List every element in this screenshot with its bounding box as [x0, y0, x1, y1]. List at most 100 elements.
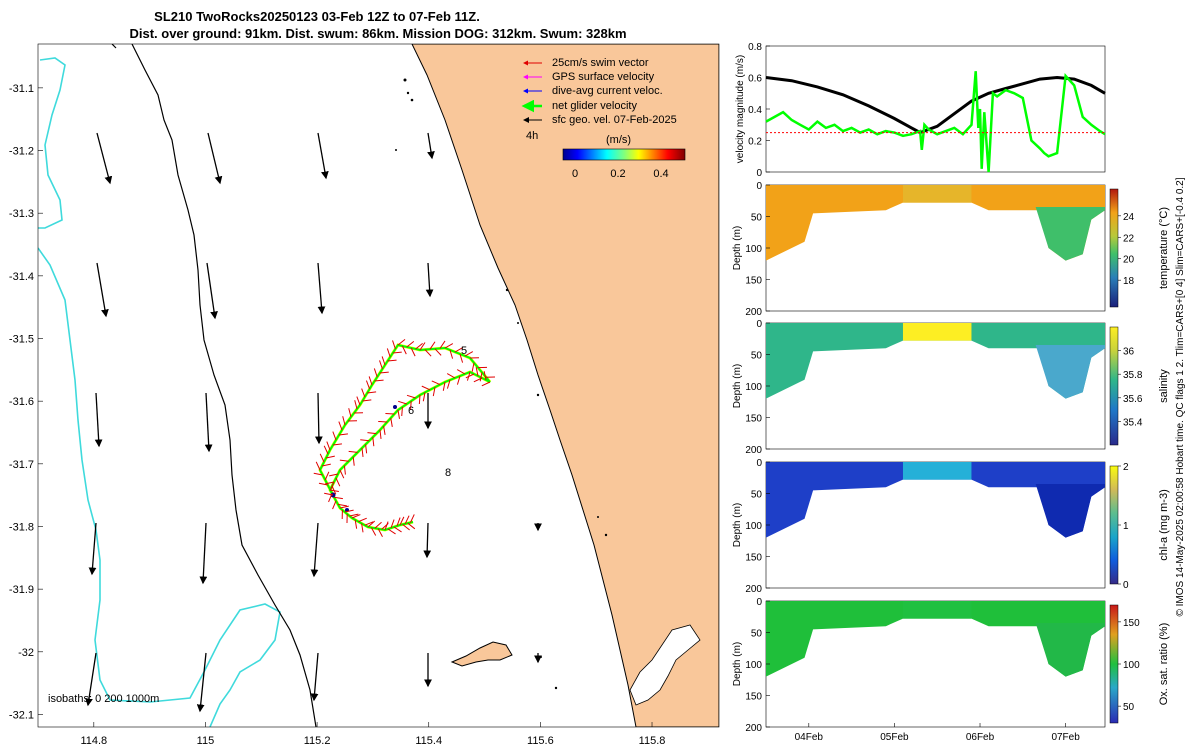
title-line-1: SL210 TwoRocks20250123 03-Feb 12Z to 07-… — [154, 9, 480, 24]
panel-colorbar — [1110, 605, 1118, 723]
y-tick-label: 150 — [745, 553, 762, 564]
map-panel: 5 6 8 25cm/s swim vector GPS surface vel… — [9, 44, 719, 747]
y-tick-label: 200 — [745, 584, 762, 595]
title-line-2: Dist. over ground: 91km. Dist. swum: 86k… — [129, 26, 626, 41]
x-tick-label: 115.4 — [415, 735, 442, 747]
day-label: 6 — [408, 405, 414, 417]
legend-interval: 4h — [526, 130, 538, 142]
colorbar-tick-label: 20 — [1123, 255, 1135, 266]
y-tick-label: 150 — [745, 692, 762, 703]
y-tick-label: -31.5 — [9, 334, 34, 346]
section-panels: 0 50 100 150 200 Depth (m) 18 20 22 24 temperature… — [732, 181, 1170, 734]
y-tick-label: 0.8 — [748, 42, 762, 53]
y-tick-label: 100 — [745, 660, 762, 671]
y-tick-label: -31.1 — [9, 83, 34, 95]
day-label: 8 — [445, 467, 451, 479]
colorbar-label: Ox. sat. ratio (%) — [1158, 623, 1170, 706]
time-tick-label: 07Feb — [1051, 732, 1080, 743]
colorbar-tick-label: 100 — [1123, 660, 1140, 671]
swim-vector — [419, 395, 420, 404]
colorbar-tick-label: 50 — [1123, 702, 1135, 713]
y-tick-label: 100 — [745, 382, 762, 393]
x-tick-label: 115.6 — [527, 735, 554, 747]
colorbar-tick-label: 35.4 — [1123, 417, 1143, 428]
colorbar-tick: 0.2 — [610, 168, 625, 180]
y-tick-label: -32 — [18, 647, 34, 659]
y-tick-label: 150 — [745, 276, 762, 287]
legend-sfc: sfc geo. vel. 07-Feb-2025 — [552, 114, 677, 126]
day-label: 5 — [461, 345, 467, 357]
y-tick-label: 0.2 — [748, 137, 762, 148]
section-data — [903, 323, 971, 341]
swim-vector — [402, 407, 403, 416]
colorbar-label: salinity — [1158, 369, 1170, 403]
y-tick-label: 0.6 — [748, 74, 762, 85]
legend-dive: dive-avg current veloc. — [552, 85, 663, 97]
section-data — [903, 185, 971, 203]
panel-ylabel: Depth (m) — [732, 226, 743, 270]
y-tick-label: 0.4 — [748, 105, 762, 116]
legend-swim: 25cm/s swim vector — [552, 57, 649, 69]
colorbar — [563, 149, 685, 160]
x-tick-label: 115 — [197, 735, 215, 747]
time-tick-label: 06Feb — [966, 732, 995, 743]
colorbar-label: (m/s) — [606, 134, 631, 146]
colorbar-tick-label: 18 — [1123, 276, 1135, 287]
y-tick-label: 50 — [751, 213, 763, 224]
swim-vector — [378, 421, 387, 422]
panel-colorbar — [1110, 327, 1118, 445]
panel-ylabel: Depth (m) — [732, 503, 743, 547]
y-tick-label: 0 — [756, 458, 762, 469]
y-tick-label: 0 — [756, 168, 762, 179]
section-data — [903, 462, 971, 480]
y-tick-label: 50 — [751, 629, 763, 640]
time-tick-label: 05Feb — [880, 732, 909, 743]
colorbar-tick: 0.4 — [653, 168, 668, 180]
legend-gps: GPS surface velocity — [552, 71, 655, 83]
colorbar-tick-label: 150 — [1123, 618, 1140, 629]
y-tick-label: -31.7 — [9, 459, 34, 471]
isobath-label: isobaths: 0 200 1000m — [48, 693, 159, 705]
section-data — [903, 601, 971, 619]
velocity-ylabel: velocity magnitude (m/s) — [735, 55, 746, 163]
y-tick-label: 50 — [751, 351, 763, 362]
colorbar-tick-label: 0 — [1123, 580, 1129, 591]
colorbar-tick: 0 — [572, 168, 578, 180]
legend-net: net glider velocity — [552, 100, 637, 112]
y-tick-label: 0 — [756, 181, 762, 192]
y-tick-label: -31.2 — [9, 146, 34, 158]
y-tick-label: 0 — [756, 597, 762, 608]
y-tick-label: 0 — [756, 319, 762, 330]
x-tick-label: 114.8 — [80, 735, 107, 747]
y-tick-label: -31.4 — [9, 271, 34, 283]
panel-ylabel: Depth (m) — [732, 364, 743, 408]
x-tick-label: 115.2 — [304, 735, 331, 747]
colorbar-tick-label: 35.8 — [1123, 370, 1143, 381]
panel-ylabel: Depth (m) — [732, 642, 743, 686]
swim-vector — [385, 413, 394, 414]
y-tick-label: -31.8 — [9, 521, 34, 533]
colorbar-label: chl-a (mg m-3) — [1158, 489, 1170, 561]
y-tick-label: -31.6 — [9, 396, 34, 408]
y-tick-label: -31.9 — [9, 584, 34, 596]
time-tick-label: 04Feb — [795, 732, 824, 743]
velocity-panel: 0 0.2 0.4 0.6 0.8 velocity magnitude (m/s) — [735, 42, 1105, 179]
x-tick-label: 115.8 — [639, 735, 666, 747]
panel-colorbar — [1110, 466, 1118, 584]
colorbar-tick-label: 35.6 — [1123, 394, 1143, 405]
side-caption: © IMOS 14-May-2025 02:00:58 Hobart time.… — [1175, 177, 1186, 616]
y-tick-label: -31.3 — [9, 208, 34, 220]
colorbar-tick-label: 24 — [1123, 212, 1135, 223]
y-tick-label: 200 — [745, 307, 762, 318]
section-panel-0: 0 50 100 150 200 Depth (m) 18 20 22 24 temperature… — [732, 181, 1170, 318]
y-tick-label: 150 — [745, 414, 762, 425]
colorbar-tick-label: 22 — [1123, 233, 1135, 244]
y-tick-label: 100 — [745, 244, 762, 255]
colorbar-label: temperature (°C) — [1158, 207, 1170, 289]
panel-colorbar — [1110, 189, 1118, 307]
y-tick-label: 100 — [745, 521, 762, 532]
